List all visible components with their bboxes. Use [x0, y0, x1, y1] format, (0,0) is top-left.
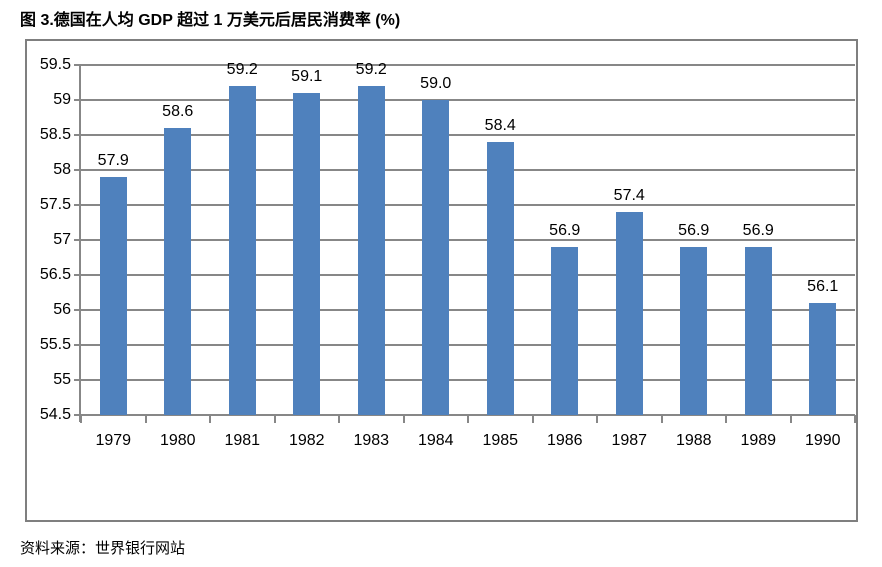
gridline — [74, 379, 855, 381]
bar-1979 — [99, 177, 127, 415]
x-axis-label: 1979 — [95, 432, 132, 449]
bar-value-label: 59.2 — [355, 61, 387, 78]
bar-value-label: 56.1 — [807, 278, 839, 295]
gridline — [74, 274, 855, 276]
bar-1981 — [228, 86, 256, 415]
x-axis-tick — [403, 415, 405, 423]
y-axis-label: 57 — [53, 231, 71, 248]
x-axis-label: 1983 — [353, 432, 390, 449]
x-axis-tick — [661, 415, 663, 423]
bar-value-label: 56.9 — [742, 222, 774, 239]
bar-1982 — [293, 93, 321, 415]
x-axis-label: 1990 — [804, 432, 841, 449]
x-axis-label: 1987 — [611, 432, 648, 449]
gridline — [74, 344, 855, 346]
bar-value-label: 57.4 — [613, 187, 645, 204]
source-note: 资料来源：世界银行网站 — [20, 540, 186, 557]
bar-value-label: 59.0 — [420, 75, 452, 92]
bar-value-label: 58.6 — [162, 103, 194, 120]
y-axis-label: 55.5 — [39, 336, 71, 353]
gridline — [74, 64, 855, 66]
gridline — [74, 169, 855, 171]
y-axis-line — [79, 65, 81, 422]
gridline — [74, 239, 855, 241]
bar-1983 — [357, 86, 385, 415]
bar-value-label: 56.9 — [678, 222, 710, 239]
chart-frame: 59.5 59 58.5 58 57.5 57 56.5 56 55.5 55 54.5 57.9 19… — [25, 39, 858, 522]
y-axis-label: 59 — [53, 91, 71, 108]
bar-1987 — [615, 212, 643, 415]
x-axis-tick — [532, 415, 534, 423]
y-axis-label: 58 — [53, 161, 71, 178]
bar-value-label: 56.9 — [549, 222, 581, 239]
x-axis-tick — [467, 415, 469, 423]
gridline — [74, 309, 855, 311]
bar-1988 — [680, 247, 708, 415]
x-axis-tick — [596, 415, 598, 423]
x-axis-tick — [338, 415, 340, 423]
x-axis-tick — [790, 415, 792, 423]
bar-1990 — [809, 303, 837, 415]
bar-1980 — [164, 128, 192, 415]
bar-value-label: 57.9 — [97, 152, 129, 169]
y-axis-label: 58.5 — [39, 126, 71, 143]
y-axis-label: 56.5 — [39, 266, 71, 283]
gridline — [74, 204, 855, 206]
x-axis-label: 1988 — [675, 432, 712, 449]
x-axis-label: 1989 — [740, 432, 777, 449]
x-axis-label: 1980 — [159, 432, 196, 449]
gridline — [74, 134, 855, 136]
bar-value-label: 58.4 — [484, 117, 516, 134]
plot-area — [74, 64, 855, 416]
bar-1984 — [422, 100, 450, 415]
x-axis-tick — [80, 415, 82, 423]
x-axis-tick — [854, 415, 856, 423]
x-axis-label: 1984 — [417, 432, 454, 449]
x-axis-tick — [274, 415, 276, 423]
bar-value-label: 59.1 — [291, 68, 323, 85]
gridline — [74, 414, 855, 416]
x-axis-tick — [725, 415, 727, 423]
x-axis-tick — [209, 415, 211, 423]
bar-1986 — [551, 247, 579, 415]
gridline — [74, 99, 855, 101]
x-axis-label: 1986 — [546, 432, 583, 449]
y-axis-label: 54.5 — [39, 406, 71, 423]
x-axis-label: 1985 — [482, 432, 519, 449]
y-axis-label: 55 — [53, 371, 71, 388]
x-axis-label: 1982 — [288, 432, 325, 449]
chart-title: 图 3.德国在人均 GDP 超过 1 万美元后居民消费率 (%) — [20, 12, 401, 29]
x-axis-label: 1981 — [224, 432, 261, 449]
y-axis-label: 57.5 — [39, 196, 71, 213]
y-axis-label: 59.5 — [39, 56, 71, 73]
bar-1989 — [744, 247, 772, 415]
x-axis-tick — [145, 415, 147, 423]
bar-value-label: 59.2 — [226, 61, 258, 78]
y-axis-label: 56 — [53, 301, 71, 318]
bar-1985 — [486, 142, 514, 415]
